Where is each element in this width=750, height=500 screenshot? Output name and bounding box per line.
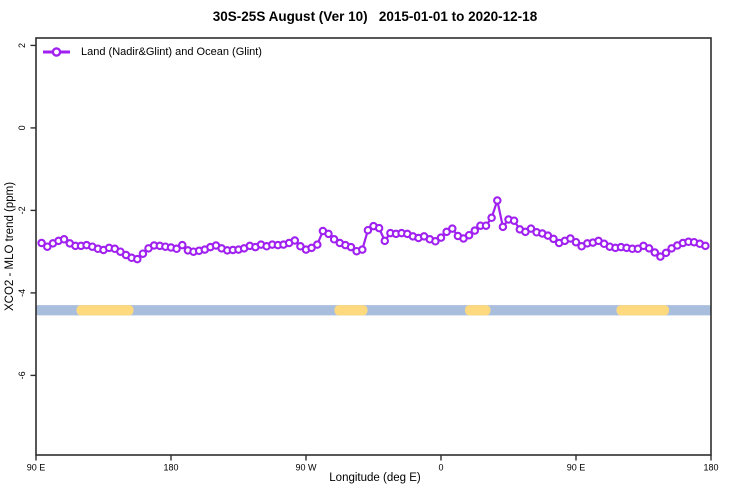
x-axis-tick-label: 90 E bbox=[27, 463, 46, 473]
data-point-marker bbox=[380, 236, 390, 246]
data-point-marker bbox=[329, 235, 339, 244]
data-point-marker bbox=[133, 254, 142, 264]
data-point-marker bbox=[358, 245, 367, 254]
data-point-marker bbox=[487, 213, 496, 223]
data-point-marker bbox=[448, 224, 457, 233]
land-band-segment bbox=[334, 305, 368, 316]
data-point-marker bbox=[313, 240, 322, 249]
data-point-marker bbox=[493, 196, 502, 205]
data-point-marker bbox=[290, 236, 300, 245]
data-point-marker bbox=[650, 248, 660, 257]
data-point-marker bbox=[481, 221, 491, 230]
x-axis-tick-label: 0 bbox=[438, 463, 443, 473]
ocean-band bbox=[36, 305, 711, 316]
x-axis-tick-label: 180 bbox=[703, 463, 718, 473]
data-point-marker bbox=[701, 241, 710, 251]
legend-label: Land (Nadir&Glint) and Ocean (Glint) bbox=[81, 46, 262, 58]
x-axis-tick-label: 90 W bbox=[295, 463, 317, 473]
legend-line-marker-icon bbox=[43, 47, 70, 57]
data-point-marker bbox=[656, 252, 665, 261]
data-point-marker bbox=[178, 240, 187, 250]
data-point-marker bbox=[549, 234, 558, 244]
data-point-marker bbox=[374, 223, 384, 233]
data-point-marker bbox=[509, 216, 519, 225]
y-axis-tick-label: 2 bbox=[17, 43, 27, 48]
data-point-marker bbox=[346, 242, 356, 252]
data-point-marker bbox=[470, 226, 480, 235]
y-axis-tick-label: 0 bbox=[17, 125, 27, 130]
plot-border bbox=[35, 37, 712, 456]
data-point-marker bbox=[37, 238, 46, 248]
land-band-segment bbox=[76, 305, 134, 316]
data-point-marker bbox=[644, 244, 654, 253]
y-axis-tick-label: -4 bbox=[17, 289, 27, 297]
legend: Land (Nadir&Glint) and Ocean (Glint) bbox=[43, 46, 262, 58]
data-point-marker bbox=[526, 224, 536, 233]
x-axis-title: Longitude (deg E) bbox=[329, 472, 421, 484]
data-point-marker bbox=[566, 234, 575, 243]
data-point-marker bbox=[138, 249, 148, 258]
data-point-marker bbox=[324, 229, 333, 239]
x-axis-tick-label: 90 E bbox=[567, 463, 586, 473]
x-axis-tick-label: 180 bbox=[163, 463, 178, 473]
data-point-marker bbox=[363, 225, 373, 235]
data-point-marker bbox=[436, 233, 446, 242]
y-axis-tick-label: -6 bbox=[17, 371, 27, 379]
data-point-marker bbox=[661, 248, 671, 258]
y-axis-tick-label: -2 bbox=[17, 206, 27, 214]
land-band-segment bbox=[616, 305, 669, 316]
data-point-marker bbox=[571, 237, 581, 247]
data-point-marker bbox=[59, 235, 69, 244]
chart-title: 30S-25S August (Ver 10) 2015-01-01 to 20… bbox=[212, 9, 538, 24]
data-point-marker bbox=[498, 222, 508, 232]
y-axis-title: XCO2 - MLO trend (ppm) bbox=[4, 181, 16, 312]
data-point-marker bbox=[172, 244, 181, 254]
data-point-marker bbox=[431, 237, 440, 246]
land-band-segment bbox=[465, 305, 491, 316]
data-point-marker bbox=[464, 230, 474, 240]
